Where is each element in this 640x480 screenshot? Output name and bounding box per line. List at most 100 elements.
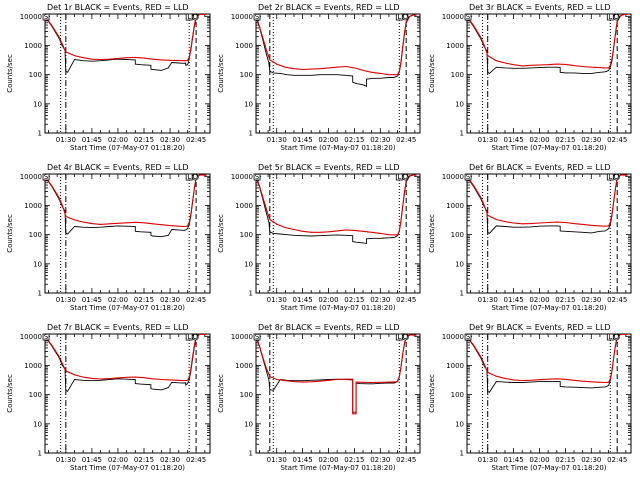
x-axis-label: Start Time (07-May-07 01:18:20): [280, 304, 395, 312]
y-tick-label: 100: [451, 71, 464, 79]
x-tick-label: 01:45: [82, 456, 102, 464]
x-tick-label: 01:30: [56, 456, 76, 464]
y-tick-label: 10: [455, 260, 464, 268]
x-tick-label: 01:45: [504, 456, 524, 464]
lld-series-line: [467, 334, 628, 384]
plot-frame: [466, 13, 632, 134]
y-tick-label: 100: [240, 391, 253, 399]
y-tick-label: 100: [29, 71, 42, 79]
x-tick-label: 01:45: [82, 296, 102, 304]
chart-title: Det 4r BLACK = Events, RED = LLD: [47, 163, 189, 172]
x-tick-label: 02:45: [186, 456, 206, 464]
y-tick-label: 1000: [446, 362, 464, 370]
y-axis-label: Counts/sec: [217, 374, 225, 413]
series-group: [45, 14, 207, 73]
x-tick-label: 02:45: [186, 296, 206, 304]
events-series-line: [467, 334, 628, 393]
s-marker-label: S: [466, 13, 471, 21]
o-marker-label: O: [403, 13, 409, 21]
plot-frame: [255, 173, 421, 294]
x-axis-label: Start Time (07-May-07 01:18:20): [70, 464, 185, 472]
l-marker-label: L: [397, 173, 401, 181]
lld-series-line: [467, 14, 628, 69]
chart-panel-3: Det 3r BLACK = Events, RED = LLD 1 10 100 10…: [428, 3, 632, 152]
x-tick-label: 02:45: [396, 456, 416, 464]
s-marker-box: [253, 13, 261, 21]
y-tick-label: 1: [249, 130, 253, 138]
events-series-line: [45, 174, 207, 238]
y-tick-label: 100: [451, 391, 464, 399]
plot-frame: [466, 333, 632, 454]
chart-panel-4: Det 4r BLACK = Events, RED = LLD 1 10 100 10…: [6, 163, 211, 312]
y-tick-label: 100: [240, 71, 253, 79]
x-axis-label: Start Time (07-May-07 01:18:20): [280, 464, 395, 472]
x-tick-label: 02:00: [529, 136, 549, 144]
chart-panel-7: Det 7r BLACK = Events, RED = LLD 1 10 100 10…: [6, 323, 211, 472]
y-tick-label: 1: [38, 290, 42, 298]
x-tick-label: 02:00: [318, 456, 338, 464]
x-tick-label: 01:45: [504, 136, 524, 144]
chart-panel-2: Det 2r BLACK = Events, RED = LLD 1 10 100 10…: [217, 3, 421, 152]
x-tick-label: 02:15: [344, 456, 364, 464]
y-tick-label: 1: [460, 450, 464, 458]
s-marker-box: [253, 333, 261, 341]
x-tick-label: 02:45: [186, 136, 206, 144]
x-tick-label: 02:00: [529, 456, 549, 464]
plot-frame: [44, 173, 211, 294]
y-axis-label: Counts/sec: [217, 54, 225, 93]
y-tick-label: 10000: [231, 333, 253, 341]
chart-panel-9: Det 9r BLACK = Events, RED = LLD 1 10 100 10…: [428, 323, 632, 472]
l-marker-label: L: [608, 333, 612, 341]
y-tick-label: 1000: [24, 42, 42, 50]
x-tick-label: 02:45: [607, 296, 627, 304]
plot-frame: [255, 13, 421, 134]
o-marker-circle: [612, 173, 620, 181]
y-tick-label: 10: [33, 260, 42, 268]
chart-title: Det 2r BLACK = Events, RED = LLD: [258, 3, 400, 12]
lld-series-line: [256, 14, 417, 76]
o-marker-circle: [401, 13, 409, 21]
lld-series-line: [256, 174, 417, 236]
events-series-line: [45, 14, 207, 73]
o-marker-circle: [191, 173, 199, 181]
x-tick-label: 02:15: [134, 456, 154, 464]
o-marker-label: O: [403, 173, 409, 181]
y-tick-label: 1: [460, 130, 464, 138]
y-tick-label: 10: [33, 100, 42, 108]
x-tick-label: 02:45: [607, 456, 627, 464]
x-tick-label: 02:30: [160, 456, 180, 464]
s-marker-box: [42, 13, 50, 21]
lld-series-line: [467, 174, 628, 227]
y-tick-label: 1: [38, 130, 42, 138]
o-marker-label: O: [192, 13, 198, 21]
chart-title: Det 7r BLACK = Events, RED = LLD: [47, 323, 189, 332]
l-marker-label: L: [608, 13, 612, 21]
x-tick-label: 01:30: [267, 456, 287, 464]
y-axis-label: Counts/sec: [6, 214, 14, 253]
o-marker-circle: [191, 333, 199, 341]
x-tick-label: 02:15: [555, 136, 575, 144]
y-tick-label: 10000: [20, 173, 42, 181]
s-marker-label: S: [255, 333, 260, 341]
y-tick-label: 10: [33, 420, 42, 428]
series-group: [45, 174, 207, 238]
x-tick-label: 01:45: [82, 136, 102, 144]
series-group: [256, 334, 417, 415]
x-tick-label: 02:15: [134, 136, 154, 144]
o-marker-label: O: [192, 333, 198, 341]
x-tick-label: 01:30: [478, 456, 498, 464]
x-tick-label: 02:45: [607, 136, 627, 144]
x-tick-label: 02:15: [555, 456, 575, 464]
x-axis-label: Start Time (07-May-07 01:18:20): [70, 304, 185, 312]
o-marker-label: O: [614, 333, 620, 341]
y-tick-label: 10000: [20, 13, 42, 21]
y-tick-label: 100: [29, 231, 42, 239]
o-marker-label: O: [614, 173, 620, 181]
x-tick-label: 02:30: [581, 456, 601, 464]
l-marker-label: L: [187, 173, 191, 181]
s-marker-label: S: [44, 13, 49, 21]
x-tick-label: 02:30: [370, 296, 390, 304]
x-tick-label: 02:30: [160, 296, 180, 304]
x-tick-label: 02:15: [344, 136, 364, 144]
